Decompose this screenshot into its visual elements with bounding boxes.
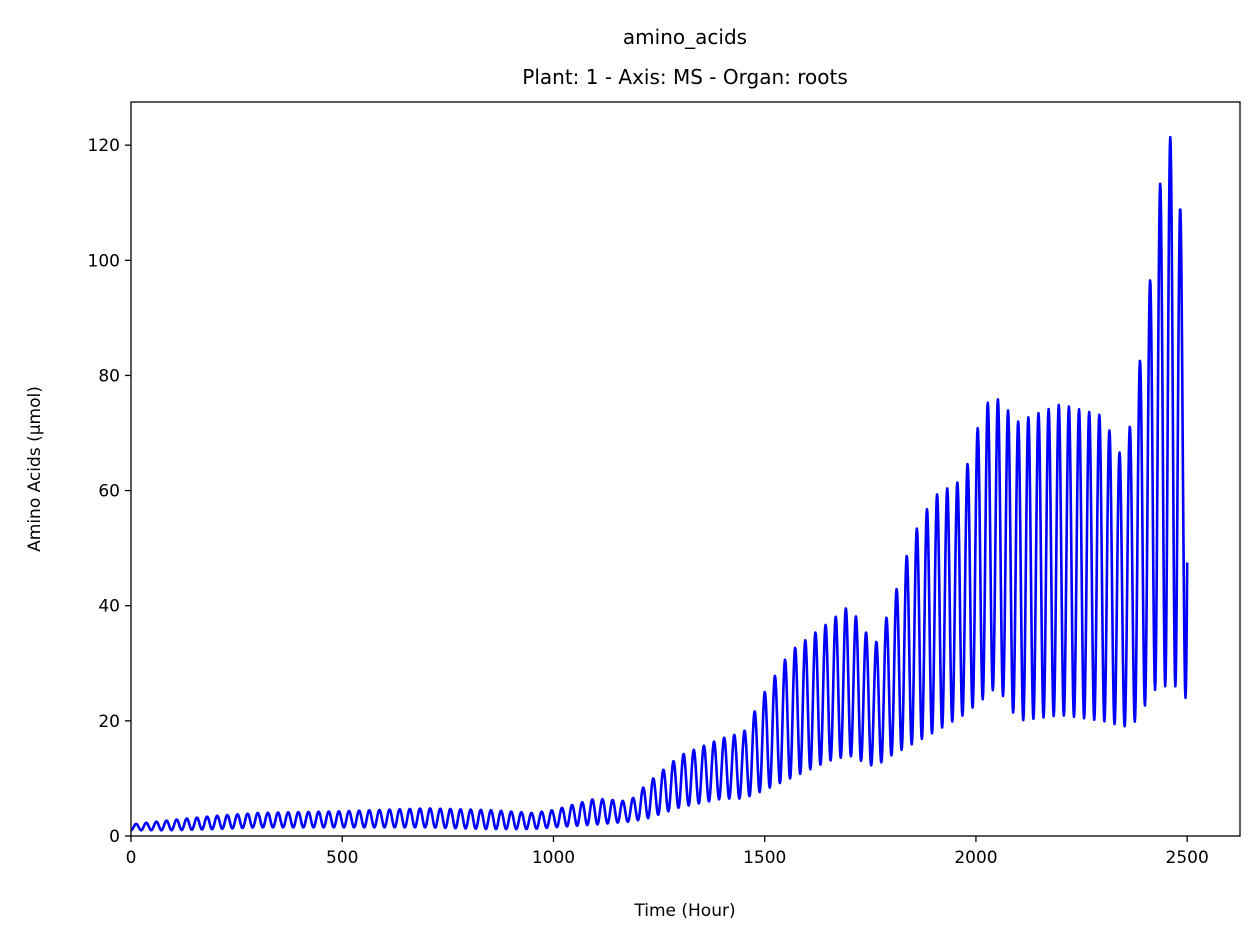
y-tick-label: 0	[109, 827, 120, 847]
y-axis-ticks: 0 20 40 60 80 100 120	[88, 136, 131, 847]
x-tick-label: 1500	[743, 848, 786, 868]
series-line	[130, 135, 1189, 832]
x-axis-label: Time (Hour)	[633, 901, 735, 921]
y-tick-label: 40	[98, 597, 120, 617]
chart-subtitle: Plant: 1 - Axis: MS - Organ: roots	[522, 65, 847, 89]
x-tick-label: 500	[326, 848, 358, 868]
y-axis-label: Amino Acids (µmol)	[25, 386, 45, 552]
x-tick-label: 2000	[954, 848, 997, 868]
x-tick-label: 2500	[1166, 848, 1209, 868]
y-tick-label: 80	[98, 366, 120, 386]
y-tick-label: 120	[88, 136, 120, 156]
y-tick-label: 20	[98, 712, 120, 732]
chart-title: amino_acids	[623, 25, 747, 49]
plot-area	[130, 135, 1189, 832]
y-tick-label: 60	[98, 482, 120, 502]
x-axis-ticks: 0 500 1000 1500 2000 2500	[126, 836, 1209, 868]
x-tick-label: 1000	[532, 848, 575, 868]
y-tick-label: 100	[88, 251, 120, 271]
plot-frame	[130, 101, 1241, 837]
x-tick-label: 0	[126, 848, 137, 868]
